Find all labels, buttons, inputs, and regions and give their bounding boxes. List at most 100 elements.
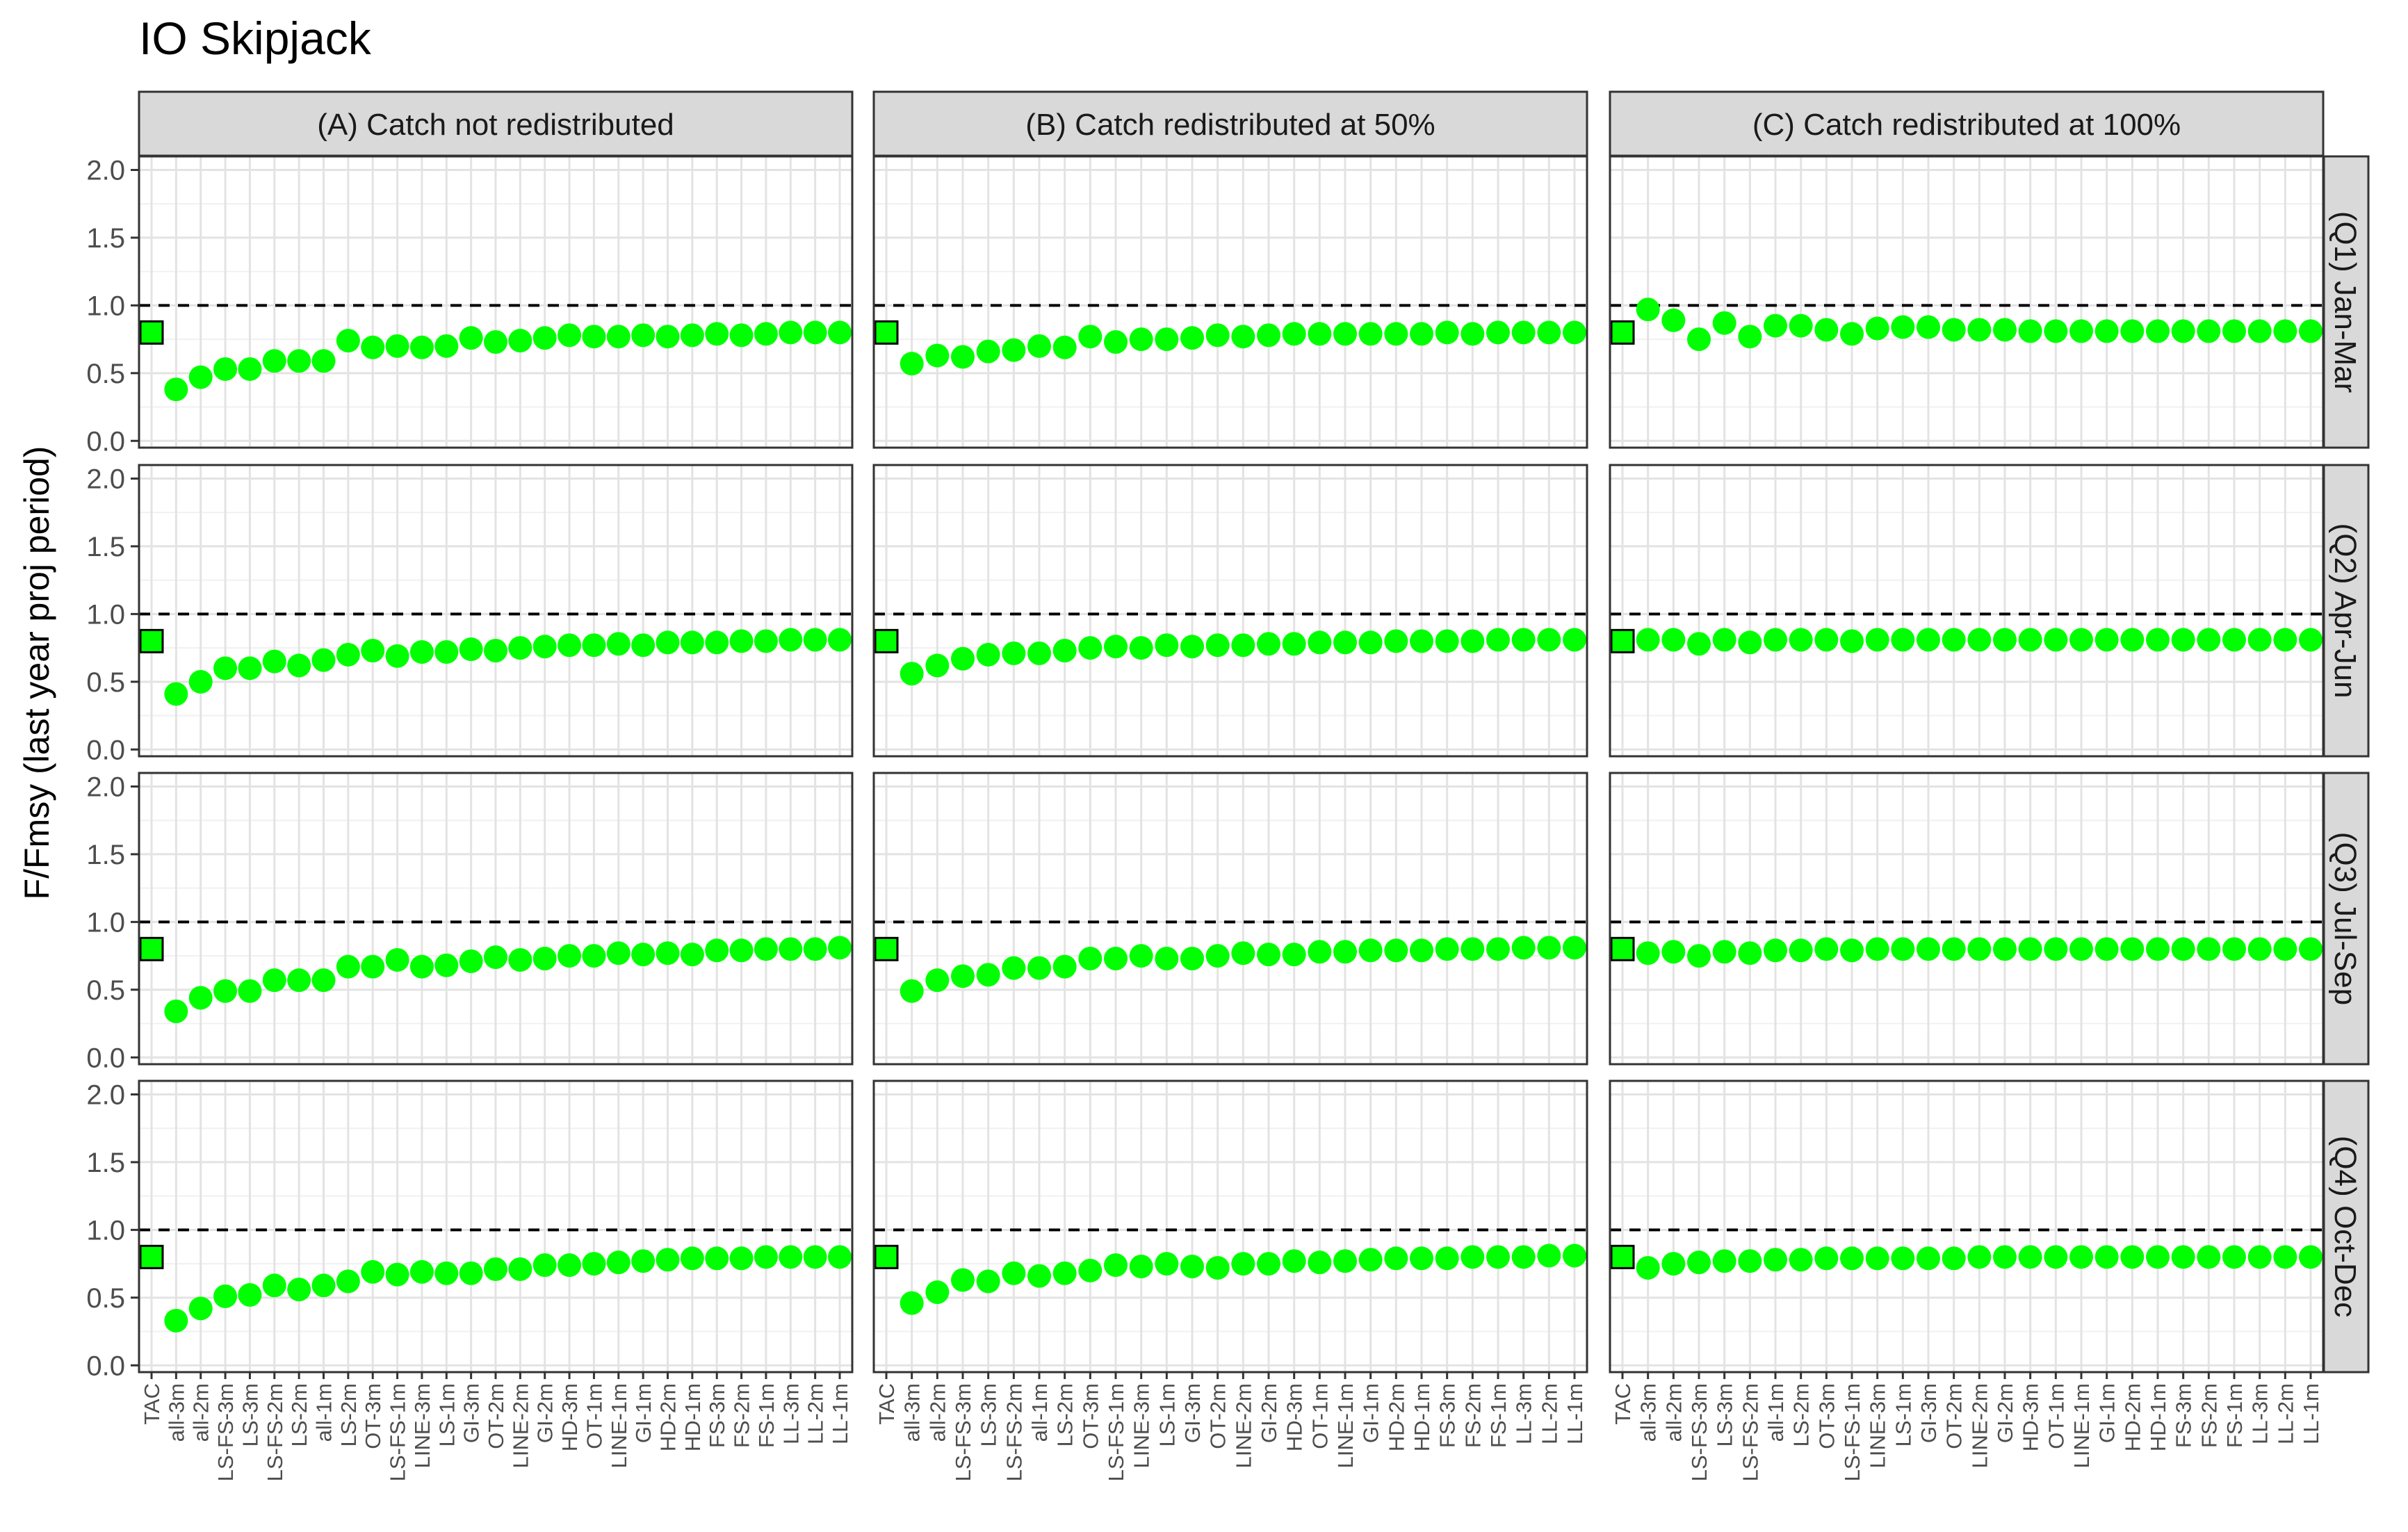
data-point	[754, 937, 778, 961]
data-point	[1333, 940, 1357, 964]
data-point	[2120, 1245, 2145, 1269]
data-point	[1461, 322, 1485, 346]
x-tick-label: LS-1m	[1891, 1383, 1915, 1447]
data-point	[1917, 315, 1940, 339]
column-strip-label: (B) Catch redistributed at 50%	[1025, 108, 1435, 142]
data-point	[606, 1250, 631, 1275]
y-tick-label: 2.0	[86, 155, 125, 186]
data-point	[1917, 937, 1940, 961]
panel-border	[1609, 1079, 2325, 1374]
data-point	[1129, 636, 1153, 660]
data-point	[361, 335, 385, 359]
data-point	[311, 968, 336, 993]
data-point	[1661, 308, 1686, 332]
data-point	[1027, 956, 1051, 980]
data-point	[1814, 318, 1839, 342]
x-tick-label: GI-1m	[631, 1383, 656, 1443]
data-point	[434, 953, 459, 977]
panel-border	[1609, 464, 2325, 758]
y-tick-label: 1.0	[86, 291, 125, 321]
data-point	[729, 938, 754, 963]
data-point	[287, 1278, 311, 1302]
data-point	[1865, 316, 1889, 341]
data-point	[262, 649, 286, 674]
data-point	[311, 1273, 336, 1298]
data-point	[385, 334, 409, 358]
data-point	[1840, 629, 1864, 653]
data-point	[705, 938, 729, 963]
data-point	[1308, 630, 1332, 655]
data-point	[1687, 632, 1711, 656]
data-point	[2247, 1245, 2272, 1269]
data-point	[828, 936, 852, 960]
data-point	[1891, 937, 1915, 961]
data-point	[1155, 327, 1179, 352]
data-point	[1687, 1250, 1711, 1275]
x-tick-label: LS-FS-3m	[213, 1383, 238, 1481]
data-point	[1764, 938, 1787, 963]
x-tick-label: all-1m	[312, 1383, 336, 1442]
data-point	[2044, 628, 2068, 652]
data-point	[2222, 937, 2246, 961]
data-point	[311, 648, 336, 672]
x-tick-label: LL-2m	[1537, 1383, 1561, 1444]
tac-point	[874, 1244, 899, 1269]
x-tick-label: LS-3m	[238, 1383, 262, 1447]
facet-panel	[872, 155, 1588, 449]
data-point	[262, 1273, 286, 1298]
data-point	[409, 1260, 434, 1284]
data-point	[1282, 632, 1306, 656]
data-point	[900, 979, 924, 1003]
data-point	[1511, 936, 1536, 960]
data-point	[1636, 298, 1660, 322]
data-point	[385, 1262, 409, 1287]
x-tick-label: FS-3m	[2172, 1383, 2196, 1448]
x-tick-label: GI-2m	[1257, 1383, 1281, 1443]
data-point	[1308, 940, 1332, 964]
x-tick-label: LL-2m	[804, 1383, 828, 1444]
data-point	[803, 628, 827, 652]
facet-panel	[1609, 1079, 2325, 1374]
facet-panel	[872, 772, 1588, 1066]
data-point	[2299, 1245, 2322, 1269]
x-tick-label: FS-2m	[730, 1383, 754, 1448]
data-point	[1537, 628, 1561, 652]
data-point	[2222, 628, 2246, 652]
y-tick-label: 0.5	[86, 359, 125, 389]
data-point	[188, 986, 213, 1010]
data-point	[631, 1249, 656, 1273]
data-point	[976, 1269, 1000, 1294]
data-point	[1384, 629, 1408, 653]
x-tick-label: HD-3m	[558, 1383, 582, 1451]
y-tick-label: 1.5	[86, 840, 125, 870]
data-point	[508, 947, 532, 972]
data-point	[1486, 937, 1510, 961]
data-point	[409, 335, 434, 359]
data-point	[2069, 319, 2093, 343]
data-point	[2222, 319, 2246, 343]
chart-title: IO Skipjack	[139, 13, 372, 64]
data-point	[2171, 319, 2195, 343]
data-point	[2146, 1245, 2170, 1269]
x-tick-label: HD-3m	[1283, 1383, 1307, 1451]
data-point	[951, 646, 975, 671]
x-tick-label: GI-3m	[1180, 1383, 1205, 1443]
data-point	[828, 628, 852, 652]
data-point	[164, 999, 188, 1023]
data-point	[1661, 940, 1686, 964]
data-point	[188, 669, 213, 694]
data-point	[2094, 937, 2119, 961]
x-tick-label: GI-3m	[1917, 1383, 1941, 1443]
data-point	[925, 343, 950, 368]
data-point	[1563, 936, 1586, 960]
data-point	[1180, 635, 1204, 659]
data-point	[1027, 1264, 1051, 1288]
data-point	[2120, 319, 2145, 343]
data-point	[385, 644, 409, 668]
data-point	[2146, 628, 2170, 652]
data-point	[484, 945, 507, 970]
data-point	[1205, 633, 1230, 658]
facet-panel	[872, 1079, 1588, 1374]
tac-point	[139, 936, 164, 961]
